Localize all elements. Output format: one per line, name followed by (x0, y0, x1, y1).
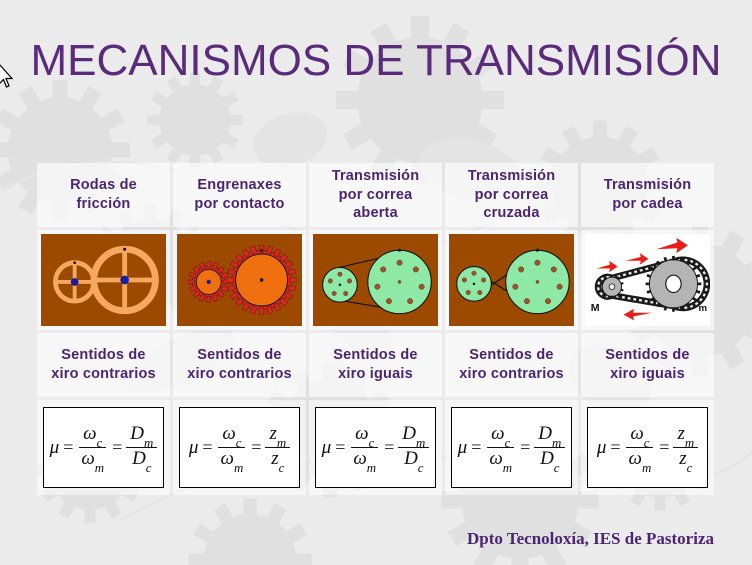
diagram-cell-friction-wheels (37, 230, 170, 330)
formula-cell-2: μ = ωc ωm = zm zc (173, 400, 306, 495)
footer-credit: Dpto Tecnoloxía, IES de Pastoriza (467, 529, 714, 548)
diagram-cell-chain-drive: M m (581, 230, 714, 330)
header-line-1: Rodas de (70, 177, 137, 194)
caption-line-2: xiro contrarios (51, 366, 156, 382)
formula-cell-4: μ = ωc ωm = Dm Dc (445, 400, 578, 495)
header-line-3: aberta (353, 205, 398, 222)
header-line-2: por correa (338, 186, 413, 203)
formula-cell-1: μ = ωc ωm = Dm Dc (37, 400, 170, 495)
header-line-2: fricción (76, 196, 131, 212)
diagram-cell-spur-gears (173, 230, 306, 330)
caption-cell-5: Sentidos de xiro iguais (581, 333, 714, 397)
header-cell-rodas-de-friccion: Rodas de fricción (37, 163, 170, 227)
ratio-formula-3: μ = ωc ωm = Dm Dc (322, 424, 430, 474)
caption-line-2: xiro iguais (338, 366, 413, 382)
chain-drive-diagram: M m (591, 237, 710, 321)
caption-line-2: xiro contrarios (459, 366, 564, 382)
mechanisms-comparison-table: Rodas de fricción Engrenaxes por contact… (37, 163, 714, 495)
header-cell-transmision-por-correa-aberta: Transmisión por correa aberta (309, 163, 442, 227)
diagram-cell-crossed-belt (445, 230, 578, 330)
formula-cell-5: μ = ωc ωm = zm zc (581, 400, 714, 495)
ratio-formula-5: μ = ωc ωm = zm zc (597, 424, 699, 474)
diagram-cell-open-belt (309, 230, 442, 330)
spur-gears-diagram (188, 245, 297, 315)
header-line-2: por contacto (194, 196, 285, 212)
caption-line-2: xiro iguais (610, 366, 685, 382)
arrow-icon (596, 237, 688, 321)
formula-cell-3: μ = ωc ωm = Dm Dc (309, 400, 442, 495)
caption-line-1: Sentidos de (469, 347, 554, 364)
crossed-belt-drive-diagram (456, 248, 570, 315)
caption-line-1: Sentidos de (605, 347, 690, 364)
header-cell-transmision-por-cadea: Transmisión por cadea (581, 163, 714, 227)
header-cell-transmision-por-correa-cruzada: Transmisión por correa cruzada (445, 163, 578, 227)
open-belt-drive-diagram (322, 248, 432, 315)
caption-cell-2: Sentidos de xiro contrarios (173, 333, 306, 397)
ratio-formula-4: μ = ωc ωm = Dm Dc (458, 424, 566, 474)
header-line-1: Transmisión (331, 168, 420, 185)
header-line-2: por correa (474, 186, 549, 203)
header-line-2: por cadea (612, 196, 683, 212)
caption-line-1: Sentidos de (61, 347, 146, 364)
caption-cell-3: Sentidos de xiro iguais (309, 333, 442, 397)
header-line-1: Transmisión (603, 177, 692, 194)
caption-cell-1: Sentidos de xiro contrarios (37, 333, 170, 397)
header-line-1: Engrenaxes (197, 177, 282, 194)
caption-line-1: Sentidos de (197, 347, 282, 364)
label-driver-M: M (591, 302, 600, 314)
mouse-cursor (0, 64, 14, 88)
ratio-formula-1: μ = ωc ωm = Dm Dc (50, 424, 158, 474)
caption-cell-4: Sentidos de xiro contrarios (445, 333, 578, 397)
caption-line-1: Sentidos de (333, 347, 418, 364)
header-cell-engrenaxes-por-contacto: Engrenaxes por contacto (173, 163, 306, 227)
label-driven-m: m (698, 303, 707, 314)
header-line-3: cruzada (483, 205, 540, 222)
ratio-formula-2: μ = ωc ωm = zm zc (189, 424, 291, 474)
header-line-1: Transmisión (467, 168, 556, 185)
caption-line-2: xiro contrarios (187, 366, 292, 382)
friction-wheels-diagram (53, 245, 159, 315)
page-title: MECANISMOS DE TRANSMISIÓN (30, 36, 722, 85)
